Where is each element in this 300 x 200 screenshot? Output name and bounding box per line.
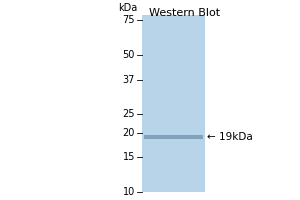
Text: kDa: kDa: [118, 3, 137, 13]
Bar: [142, 15, 205, 192]
Text: 15: 15: [123, 152, 135, 162]
Bar: [144, 135, 203, 139]
Text: Western Blot: Western Blot: [149, 8, 220, 18]
Text: 37: 37: [123, 75, 135, 85]
Text: 20: 20: [123, 128, 135, 138]
Text: 50: 50: [123, 50, 135, 60]
Text: 25: 25: [122, 109, 135, 119]
Text: 10: 10: [123, 187, 135, 197]
Text: ← 19kDa: ← 19kDa: [207, 132, 253, 142]
Text: 75: 75: [122, 15, 135, 25]
